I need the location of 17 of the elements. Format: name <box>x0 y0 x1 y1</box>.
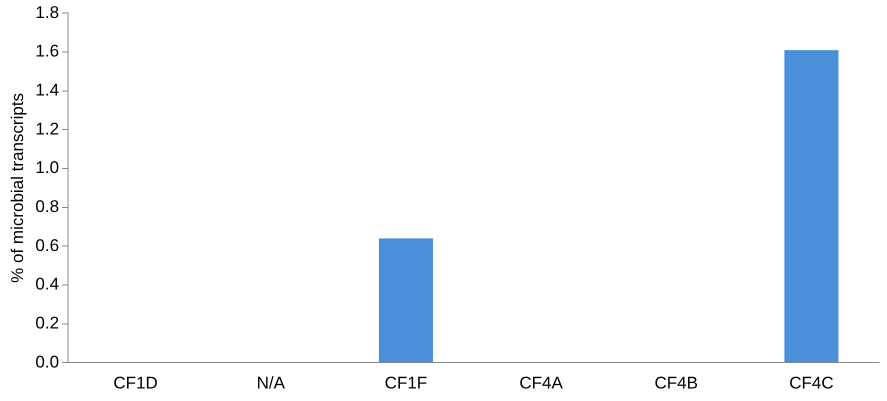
y-tick-label: 1.0 <box>35 158 60 178</box>
x-tick-label: CF4C <box>789 373 834 392</box>
y-tick-label: 1.6 <box>35 42 60 61</box>
y-tick-label: 1.2 <box>35 119 60 138</box>
x-tick-label: N/A <box>256 373 286 392</box>
y-tick-label: 0.6 <box>35 236 60 255</box>
x-tick-label: CF1D <box>113 373 158 392</box>
y-tick-label: 1.4 <box>35 80 60 100</box>
x-tick-label: CF4B <box>654 373 698 392</box>
y-axis-title: % of microbial transcripts <box>8 92 27 283</box>
x-tick-label: CF1F <box>384 373 428 392</box>
y-tick-label: 0.0 <box>35 352 60 372</box>
y-tick-label: 1.8 <box>35 2 60 22</box>
y-tick-label: 0.2 <box>35 313 60 332</box>
y-tick-label: 0.4 <box>35 274 60 294</box>
y-tick-label: 0.8 <box>35 197 60 216</box>
x-tick-label: CF4A <box>519 373 564 392</box>
